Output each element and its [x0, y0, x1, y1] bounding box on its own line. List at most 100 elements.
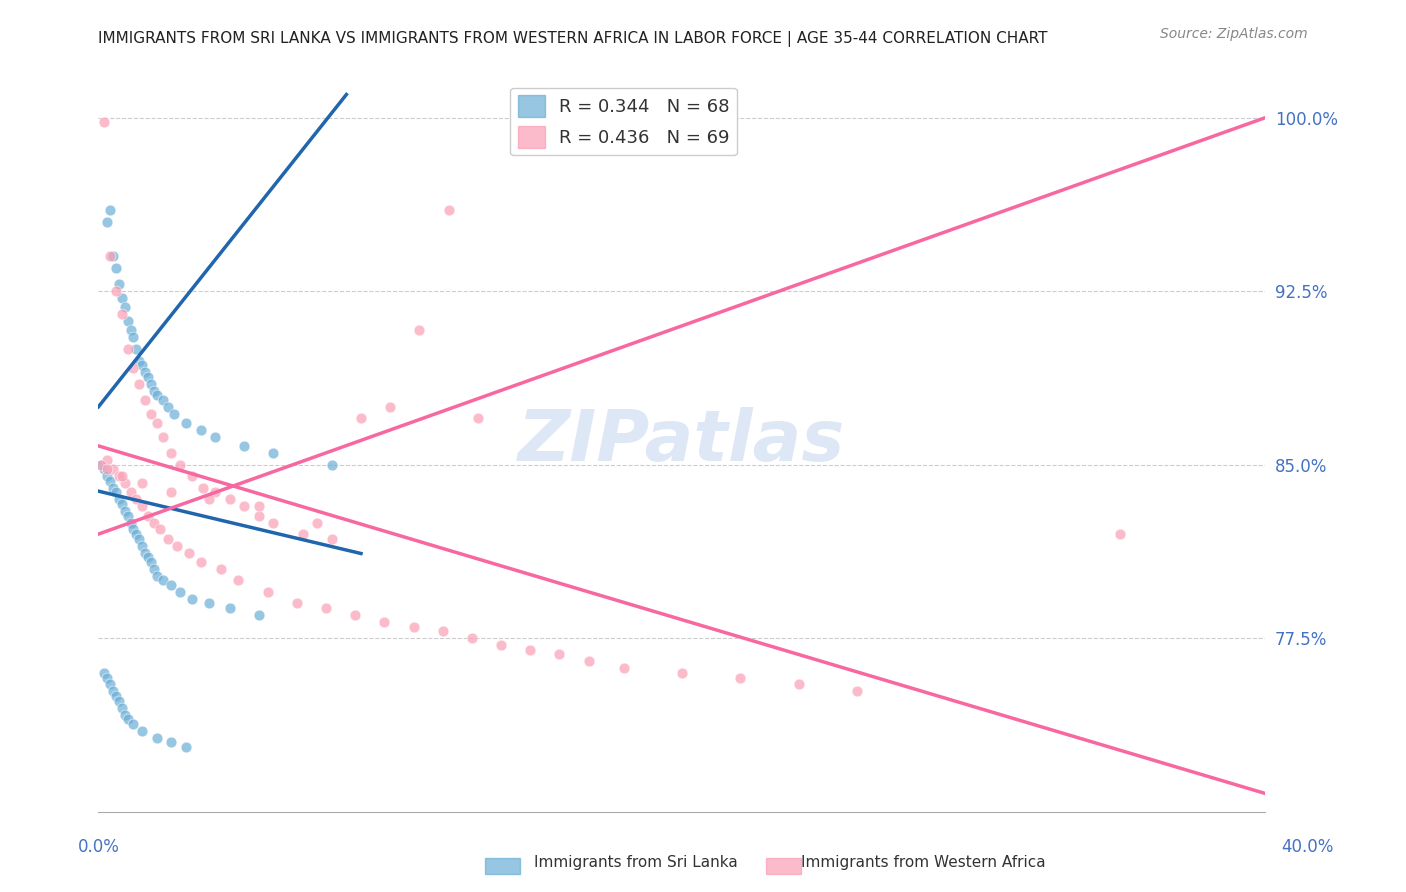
Point	[671, 665, 693, 680]
Point	[122, 716, 145, 731]
Point	[117, 508, 139, 523]
Point	[134, 546, 156, 560]
Text: Source: ZipAtlas.com: Source: ZipAtlas.com	[1160, 27, 1308, 41]
Point	[160, 446, 183, 460]
Point	[247, 508, 270, 523]
Point	[96, 453, 118, 467]
Point	[315, 601, 337, 615]
Point	[218, 492, 240, 507]
Point	[104, 284, 127, 298]
Point	[432, 624, 454, 639]
Point	[146, 388, 169, 402]
Text: Immigrants from Western Africa: Immigrants from Western Africa	[801, 855, 1046, 870]
Point	[262, 446, 284, 460]
Point	[169, 458, 191, 472]
Point	[136, 369, 159, 384]
Point	[101, 684, 124, 698]
Point	[380, 400, 402, 414]
Point	[146, 568, 169, 582]
Point	[111, 307, 134, 321]
Point	[157, 532, 180, 546]
Point	[467, 411, 489, 425]
Point	[1108, 527, 1130, 541]
Point	[256, 585, 278, 599]
Point	[111, 700, 134, 714]
Point	[134, 392, 156, 407]
Point	[117, 314, 139, 328]
Point	[90, 458, 112, 472]
Point	[228, 574, 250, 588]
Point	[98, 677, 121, 691]
Point	[787, 677, 810, 691]
Point	[612, 661, 634, 675]
Point	[101, 481, 124, 495]
Point	[233, 500, 256, 514]
Point	[114, 476, 136, 491]
Point	[548, 648, 571, 662]
Point	[350, 411, 373, 425]
Point	[437, 203, 460, 218]
Point	[519, 642, 541, 657]
Point	[160, 578, 183, 592]
Text: 0.0%: 0.0%	[77, 838, 120, 855]
Point	[136, 550, 159, 565]
Point	[142, 516, 165, 530]
Text: 40.0%: 40.0%	[1281, 838, 1334, 855]
Point	[321, 458, 343, 472]
Point	[114, 504, 136, 518]
Point	[198, 492, 221, 507]
Point	[204, 430, 226, 444]
Point	[108, 469, 131, 483]
Point	[131, 358, 153, 372]
Point	[307, 516, 329, 530]
Point	[120, 323, 142, 337]
Point	[120, 516, 142, 530]
Text: ZIPatlas: ZIPatlas	[519, 407, 845, 476]
Point	[180, 469, 202, 483]
Point	[131, 539, 153, 553]
Point	[90, 458, 112, 472]
Point	[461, 631, 484, 645]
Text: IMMIGRANTS FROM SRI LANKA VS IMMIGRANTS FROM WESTERN AFRICA IN LABOR FORCE | AGE: IMMIGRANTS FROM SRI LANKA VS IMMIGRANTS …	[98, 31, 1047, 47]
Point	[98, 203, 121, 218]
Point	[160, 485, 183, 500]
Legend: R = 0.344   N = 68, R = 0.436   N = 69: R = 0.344 N = 68, R = 0.436 N = 69	[510, 87, 737, 155]
Point	[174, 416, 197, 430]
Point	[117, 712, 139, 726]
Point	[163, 407, 186, 421]
Point	[152, 430, 174, 444]
Point	[101, 462, 124, 476]
Point	[166, 539, 188, 553]
Point	[131, 723, 153, 738]
Point	[233, 439, 256, 453]
Point	[247, 500, 270, 514]
Point	[104, 689, 127, 703]
Point	[152, 574, 174, 588]
Point	[402, 620, 425, 634]
Point	[128, 353, 150, 368]
Point	[111, 497, 134, 511]
Point	[122, 523, 145, 537]
Point	[125, 342, 148, 356]
Point	[142, 384, 165, 398]
Point	[846, 684, 869, 698]
Point	[93, 462, 115, 476]
Point	[111, 469, 134, 483]
Point	[134, 365, 156, 379]
Text: Immigrants from Sri Lanka: Immigrants from Sri Lanka	[534, 855, 738, 870]
Point	[108, 492, 131, 507]
Point	[122, 330, 145, 344]
Point	[125, 492, 148, 507]
Point	[101, 250, 124, 264]
Point	[321, 532, 343, 546]
Point	[96, 469, 118, 483]
Point	[104, 260, 127, 275]
Point	[108, 694, 131, 708]
Point	[209, 562, 232, 576]
Point	[120, 485, 142, 500]
Point	[128, 376, 150, 391]
Point	[169, 585, 191, 599]
Point	[131, 500, 153, 514]
Point	[198, 597, 221, 611]
Point	[157, 400, 180, 414]
